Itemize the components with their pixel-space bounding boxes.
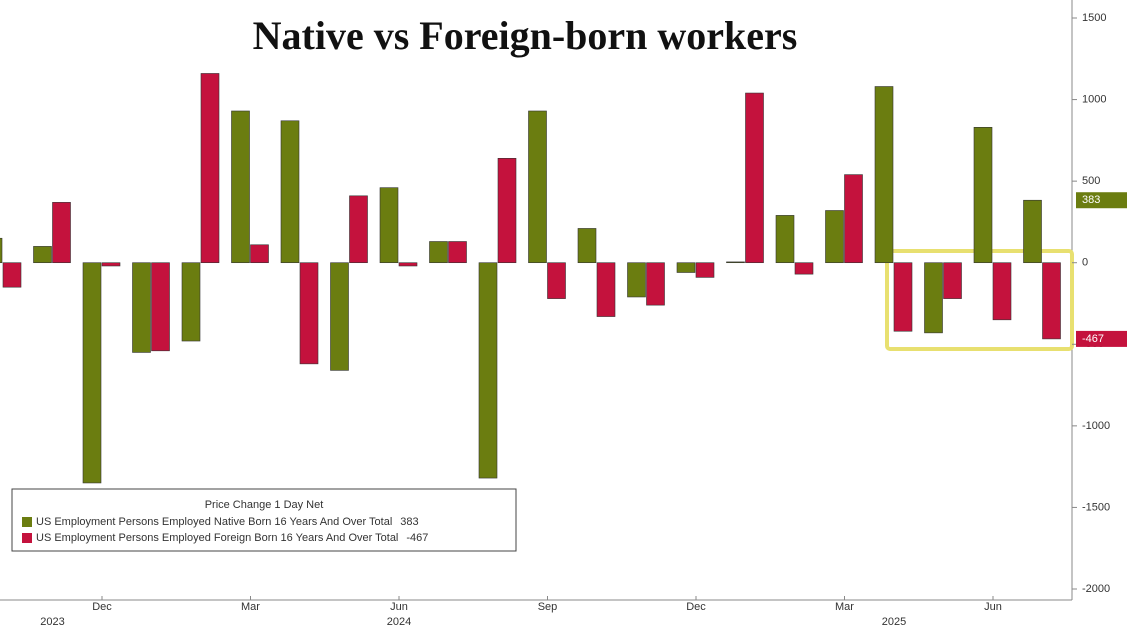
bar xyxy=(181,262,201,342)
bar xyxy=(943,262,962,299)
bar xyxy=(528,110,547,264)
bar xyxy=(596,262,616,317)
bar xyxy=(52,202,71,264)
x-tick-label: Mar xyxy=(241,601,260,613)
legend-value: -467 xyxy=(406,532,428,544)
y-tick-label: -2000 xyxy=(1082,583,1110,595)
x-tick-label: Jun xyxy=(390,601,408,613)
bar xyxy=(695,262,715,278)
legend-label: US Employment Persons Employed Native Bo… xyxy=(36,516,392,528)
x-tick-label: Mar xyxy=(835,601,854,613)
last-value-badge xyxy=(1076,330,1127,347)
bar xyxy=(429,241,448,264)
bar xyxy=(33,246,52,264)
y-tick-label: 500 xyxy=(1082,175,1100,187)
year-label: 2025 xyxy=(882,616,906,628)
bar xyxy=(231,110,250,264)
bar xyxy=(676,262,696,273)
bar xyxy=(547,262,566,299)
y-tick-label: 1500 xyxy=(1082,12,1106,24)
x-tick-label: Dec xyxy=(92,601,112,613)
bar xyxy=(349,195,368,264)
bar xyxy=(299,262,319,365)
bar xyxy=(2,262,22,288)
y-tick-label: 0 xyxy=(1082,257,1088,269)
bar xyxy=(132,262,151,353)
bar xyxy=(379,187,399,264)
bar xyxy=(0,237,3,264)
bar xyxy=(794,262,814,275)
bar xyxy=(101,262,121,267)
bar xyxy=(775,215,795,264)
legend-value: 383 xyxy=(400,516,418,528)
bar xyxy=(646,262,665,306)
bar xyxy=(1023,199,1042,264)
chart-title: Native vs Foreign-born workers xyxy=(253,13,798,58)
bar xyxy=(82,262,102,484)
legend-swatch xyxy=(22,533,32,543)
legend-swatch xyxy=(22,517,32,527)
bar xyxy=(250,244,269,264)
bar xyxy=(151,262,170,352)
year-label: 2023 xyxy=(40,616,64,628)
legend: Price Change 1 Day Net US Employment Pers… xyxy=(11,488,517,552)
year-label: 2024 xyxy=(387,616,411,628)
last-value-label: 383 xyxy=(1082,194,1100,206)
bar xyxy=(398,262,418,267)
bar xyxy=(893,262,913,332)
bar xyxy=(478,262,498,479)
bar xyxy=(627,262,646,298)
bar xyxy=(874,86,894,264)
legend-label: US Employment Persons Employed Foreign B… xyxy=(36,532,398,544)
bar xyxy=(200,73,220,264)
y-tick-label: -1000 xyxy=(1082,420,1110,432)
y-tick-label: -1500 xyxy=(1082,501,1110,513)
legend-title: Price Change 1 Day Net xyxy=(205,499,324,511)
bar xyxy=(1042,262,1061,340)
bar xyxy=(726,261,745,264)
legend-box xyxy=(11,488,517,552)
bar xyxy=(330,262,349,371)
last-value-label: -467 xyxy=(1082,333,1104,345)
bar xyxy=(577,228,597,264)
bar xyxy=(280,120,300,264)
bar xyxy=(497,158,517,264)
bar xyxy=(844,174,863,264)
bar xyxy=(924,262,943,334)
y-tick-label: 1000 xyxy=(1082,93,1106,105)
x-tick-label: Dec xyxy=(686,601,706,613)
bar xyxy=(992,262,1012,321)
bar xyxy=(825,210,844,264)
bar xyxy=(448,241,467,264)
bar xyxy=(973,127,993,264)
x-tick-label: Jun xyxy=(984,601,1002,613)
bar xyxy=(745,92,764,264)
x-tick-label: Sep xyxy=(538,601,558,613)
last-value-badge xyxy=(1076,192,1127,209)
